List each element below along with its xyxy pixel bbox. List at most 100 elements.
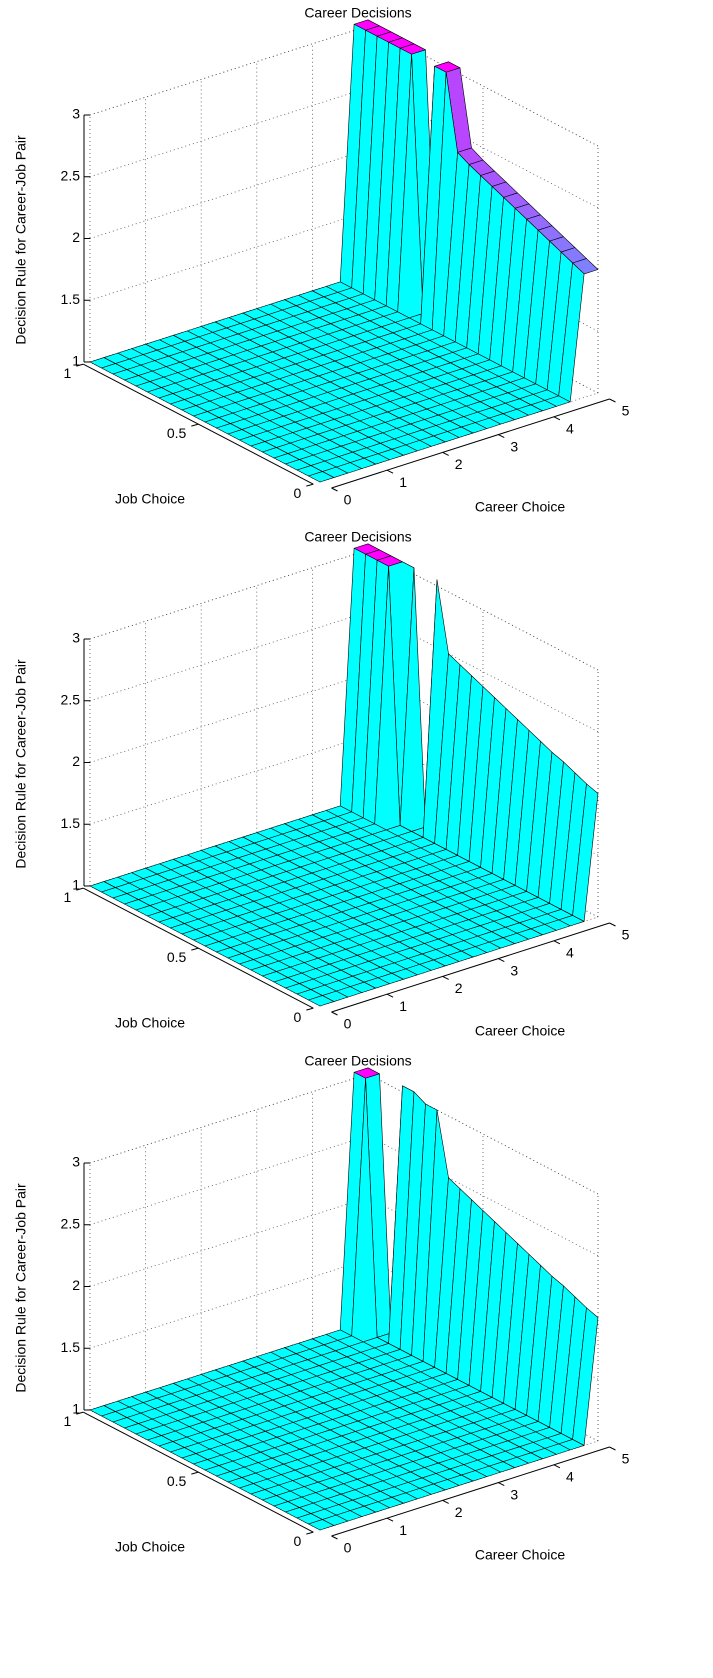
z-axis-label: Decision Rule for Career-Job Pair — [13, 659, 29, 869]
chart: 1 1.5 2 2.5 3 0 0.5 1 0 1 2 3 4 5 Career Decisions Care… — [13, 529, 630, 1039]
x-tick — [331, 1011, 338, 1016]
grid-line — [89, 210, 369, 301]
y-tick — [76, 363, 84, 367]
z-tick-label: 1.5 — [61, 1339, 81, 1355]
x-tick — [442, 451, 449, 456]
x-tick-label: 2 — [455, 456, 463, 472]
y-tick — [76, 887, 84, 891]
x-tick-label: 2 — [455, 980, 463, 996]
x-axis — [331, 1446, 610, 1537]
y-tick-label: 0.5 — [167, 425, 187, 441]
grid-line — [89, 149, 369, 239]
z-tick-label: 1.5 — [61, 815, 81, 831]
x-tick-label: 2 — [455, 1504, 463, 1520]
z-tick-label: 1 — [72, 353, 80, 369]
z-tick-label: 1.5 — [61, 291, 81, 307]
y-axis-label: Job Choice — [115, 1539, 185, 1555]
z-tick-label: 2.5 — [61, 1215, 81, 1231]
z-tick-label: 2.5 — [61, 691, 81, 707]
x-tick-label: 3 — [510, 438, 518, 454]
x-tick — [553, 1464, 561, 1469]
x-tick-label: 0 — [344, 492, 352, 508]
z-tick-label: 2 — [72, 753, 80, 769]
x-tick-label: 4 — [566, 421, 574, 437]
x-tick — [331, 487, 338, 492]
z-tick-label: 3 — [72, 106, 80, 122]
z-tick-label: 2 — [72, 229, 80, 245]
grid-line — [89, 1197, 369, 1287]
y-tick-label: 1 — [64, 889, 72, 905]
grid-line — [89, 611, 369, 702]
y-tick-label: 1 — [64, 365, 72, 381]
x-tick — [386, 1517, 394, 1522]
x-tick — [386, 993, 394, 998]
y-tick-label: 0 — [294, 1533, 302, 1549]
y-tick — [306, 1007, 314, 1011]
z-tick-label: 3 — [72, 630, 80, 646]
y-tick — [306, 1531, 314, 1535]
grid-line — [89, 1135, 369, 1226]
x-tick — [386, 469, 394, 474]
z-tick-label: 1 — [72, 1401, 80, 1417]
x-tick — [498, 434, 505, 439]
box-edge — [89, 549, 369, 640]
y-tick-label: 1 — [64, 1413, 72, 1429]
chart-title: Career Decisions — [304, 1053, 411, 1069]
chart: 1 1.5 2 2.5 3 0 0.5 1 0 1 2 3 4 5 Career Decisions Care… — [13, 1053, 630, 1563]
surface-face — [308, 1519, 335, 1531]
x-axis — [331, 922, 610, 1013]
y-tick-label: 0 — [294, 485, 302, 501]
y-tick — [191, 1471, 199, 1475]
x-tick-label: 5 — [622, 927, 630, 943]
x-tick — [498, 1482, 505, 1487]
z-axis-label: Decision Rule for Career-Job Pair — [13, 1183, 29, 1393]
x-tick — [331, 1535, 338, 1540]
y-tick-label: 0.5 — [167, 1473, 187, 1489]
grid-line — [89, 734, 369, 825]
z-tick-label: 2.5 — [61, 167, 81, 183]
grid-line — [89, 1258, 369, 1349]
x-tick — [553, 940, 561, 945]
x-tick-label: 0 — [344, 1016, 352, 1032]
x-tick — [609, 922, 616, 927]
chart-title: Career Decisions — [304, 529, 411, 545]
x-tick — [498, 958, 505, 963]
grid-line — [89, 87, 369, 178]
z-axis-label: Decision Rule for Career-Job Pair — [13, 135, 29, 345]
x-tick — [442, 1499, 449, 1504]
grid-line — [89, 673, 369, 763]
y-tick — [76, 1411, 84, 1415]
x-tick-label: 3 — [510, 962, 518, 978]
y-axis-label: Job Choice — [115, 1015, 185, 1031]
y-tick-label: 0.5 — [167, 949, 187, 965]
x-axis — [331, 398, 610, 489]
x-tick-label: 5 — [622, 1451, 630, 1467]
surface-face — [308, 471, 335, 483]
x-tick-label: 1 — [399, 1522, 407, 1538]
x-axis-label: Career Choice — [475, 1023, 565, 1039]
chart-title: Career Decisions — [304, 5, 411, 21]
box-edge — [89, 1073, 369, 1164]
y-tick — [191, 423, 199, 427]
z-tick-label: 2 — [72, 1277, 80, 1293]
y-tick-label: 0 — [294, 1009, 302, 1025]
z-tick-label: 3 — [72, 1154, 80, 1170]
y-tick — [306, 483, 314, 487]
y-axis-label: Job Choice — [115, 491, 185, 507]
x-tick — [609, 398, 616, 403]
surface-face — [308, 995, 335, 1007]
x-axis-label: Career Choice — [475, 1547, 565, 1563]
x-tick-label: 1 — [399, 474, 407, 490]
x-tick-label: 3 — [510, 1486, 518, 1502]
x-tick-label: 0 — [344, 1540, 352, 1556]
x-tick-label: 4 — [566, 1469, 574, 1485]
y-tick — [191, 947, 199, 951]
x-tick-label: 1 — [399, 998, 407, 1014]
z-tick-label: 1 — [72, 877, 80, 893]
chart: 1 1.5 2 2.5 3 0 0.5 1 0 1 2 3 4 5 Career Decisions Care… — [13, 5, 630, 515]
x-tick — [442, 975, 449, 980]
x-tick — [609, 1446, 616, 1451]
x-tick-label: 5 — [622, 403, 630, 419]
x-tick-label: 4 — [566, 945, 574, 961]
